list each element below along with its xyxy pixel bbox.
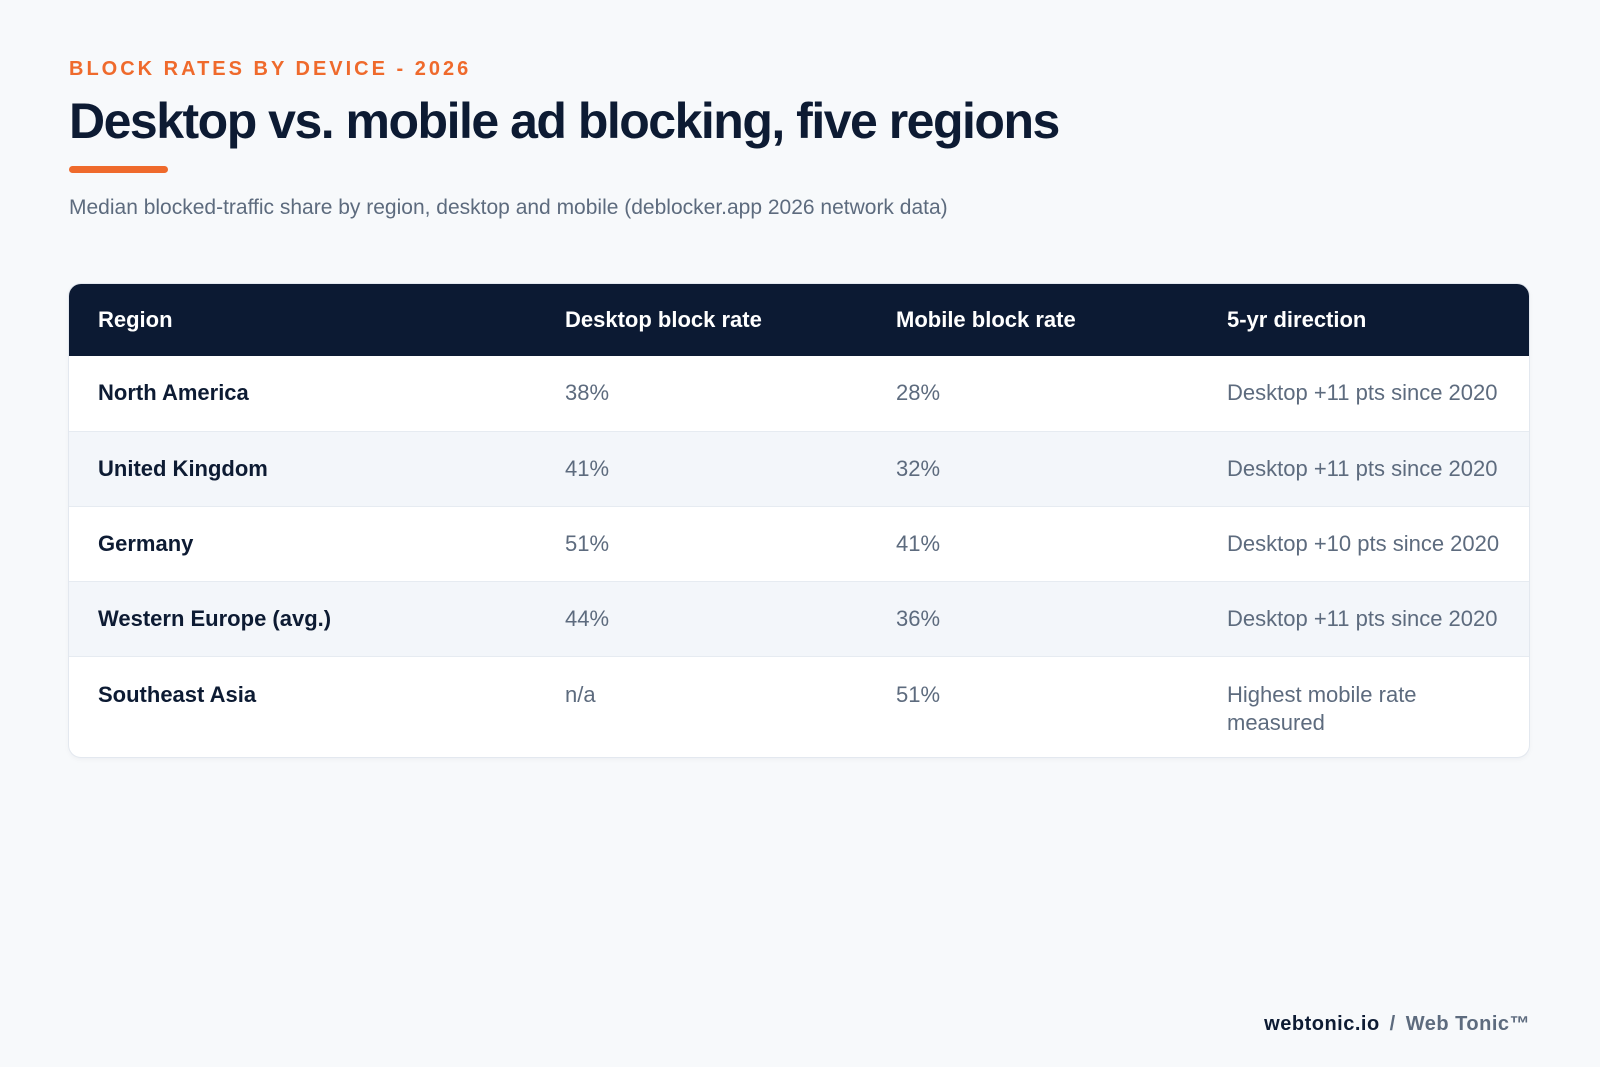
column-header-region: Region	[98, 307, 173, 332]
cell-region: Western Europe (avg.)	[98, 605, 332, 631]
cell-region: Southeast Asia	[98, 681, 257, 707]
cell-desktop-rate: 41%	[565, 455, 610, 481]
eyebrow-label: BLOCK RATES BY DEVICE - 2026	[69, 58, 472, 80]
table-row: United Kingdom 41% 32% Desktop +11 pts s…	[69, 431, 1529, 506]
cell-mobile-rate: 32%	[896, 455, 941, 481]
table-row: North America 38% 28% Desktop +11 pts si…	[69, 356, 1529, 431]
page-subtitle: Median blocked-traffic share by region, …	[69, 196, 948, 219]
table-header-row: Region Desktop block rate Mobile block r…	[69, 284, 1529, 356]
cell-region: Germany	[98, 530, 194, 556]
cell-desktop-rate: 38%	[565, 380, 610, 406]
table-row: Southeast Asia n/a 51% Highest mobile ra…	[69, 656, 1529, 757]
cell-region: United Kingdom	[98, 455, 268, 481]
footer-site: webtonic.io	[1264, 1013, 1380, 1035]
cell-direction: Desktop +11 pts since 2020	[1227, 455, 1498, 481]
cell-direction: Highest mobile rate measured	[1227, 681, 1417, 735]
cell-desktop-rate: 51%	[565, 530, 610, 556]
cell-mobile-rate: 41%	[896, 530, 941, 556]
table-row: Western Europe (avg.) 44% 36% Desktop +1…	[69, 581, 1529, 656]
column-header-direction: 5-yr direction	[1227, 307, 1367, 332]
table-row: Germany 51% 41% Desktop +10 pts since 20…	[69, 506, 1529, 581]
data-table-card: Region Desktop block rate Mobile block r…	[69, 284, 1529, 757]
cell-desktop-rate: n/a	[565, 681, 596, 707]
footer-separator: /	[1389, 1013, 1396, 1035]
cell-direction: Desktop +11 pts since 2020	[1227, 380, 1498, 406]
block-rate-table: Region Desktop block rate Mobile block r…	[69, 284, 1529, 757]
cell-direction: Desktop +10 pts since 2020	[1227, 530, 1500, 556]
cell-region: North America	[98, 380, 249, 406]
cell-mobile-rate: 28%	[896, 380, 941, 406]
column-header-mobile: Mobile block rate	[896, 307, 1076, 332]
page-title: Desktop vs. mobile ad blocking, five reg…	[69, 93, 1060, 149]
cell-mobile-rate: 36%	[896, 605, 941, 631]
page: BLOCK RATES BY DEVICE - 2026 Desktop vs.…	[69, 0, 1530, 1067]
cell-mobile-rate: 51%	[896, 681, 941, 707]
cell-direction: Desktop +11 pts since 2020	[1227, 605, 1498, 631]
cell-desktop-rate: 44%	[565, 605, 610, 631]
footer-brand: Web Tonic™	[1405, 1013, 1530, 1035]
footer-credit: webtonic.io / Web Tonic™	[1264, 1013, 1530, 1036]
title-accent-bar	[69, 166, 168, 173]
column-header-desktop: Desktop block rate	[565, 307, 762, 332]
